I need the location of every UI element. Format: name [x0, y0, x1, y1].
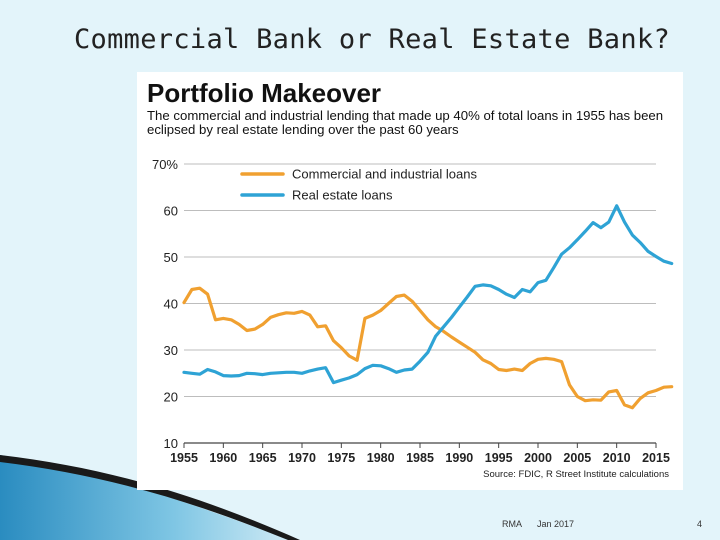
- chart-panel: Portfolio Makeover The commercial and in…: [137, 72, 683, 490]
- x-tick-label: 1995: [485, 451, 513, 465]
- chart-subtitle: The commercial and industrial lending th…: [147, 108, 664, 137]
- legend-label: Commercial and industrial loans: [292, 167, 477, 182]
- x-tick-label: 2000: [524, 451, 552, 465]
- x-tick-label: 1990: [445, 451, 473, 465]
- x-tick-label: 1955: [170, 451, 198, 465]
- chart-title: Portfolio Makeover: [147, 78, 382, 108]
- x-tick-label: 1960: [209, 451, 237, 465]
- y-tick-label: 60: [164, 204, 178, 219]
- page-number: 4: [697, 519, 703, 529]
- footer-date: Jan 2017: [537, 519, 575, 529]
- y-tick-label: 10: [164, 436, 178, 451]
- series-line-1: [182, 204, 674, 385]
- x-tick-label: 1965: [249, 451, 277, 465]
- x-tick-label: 2015: [642, 451, 670, 465]
- x-tick-label: 1980: [367, 451, 395, 465]
- y-tick-label: 40: [164, 297, 178, 312]
- footer-left: RMA: [502, 519, 522, 529]
- chart-source: Source: FDIC, R Street Institute calcula…: [483, 469, 669, 480]
- series-line-0: [182, 286, 674, 410]
- x-tick-label: 1970: [288, 451, 316, 465]
- legend-label: Real estate loans: [292, 188, 393, 203]
- slide-title: Commercial Bank or Real Estate Bank?: [74, 24, 670, 55]
- y-tick-label: 30: [164, 343, 178, 358]
- x-tick-label: 1975: [327, 451, 355, 465]
- y-tick-label: 50: [164, 250, 178, 265]
- x-tick-label: 2010: [603, 451, 631, 465]
- x-tick-label: 2005: [563, 451, 591, 465]
- x-tick-label: 1985: [406, 451, 434, 465]
- y-tick-label: 20: [164, 390, 178, 405]
- line-chart: 10 20 30 40 50 60 70% 1955 1960 1965 1970 1975 1980 1…: [152, 157, 674, 465]
- y-tick-label: 70%: [152, 157, 178, 172]
